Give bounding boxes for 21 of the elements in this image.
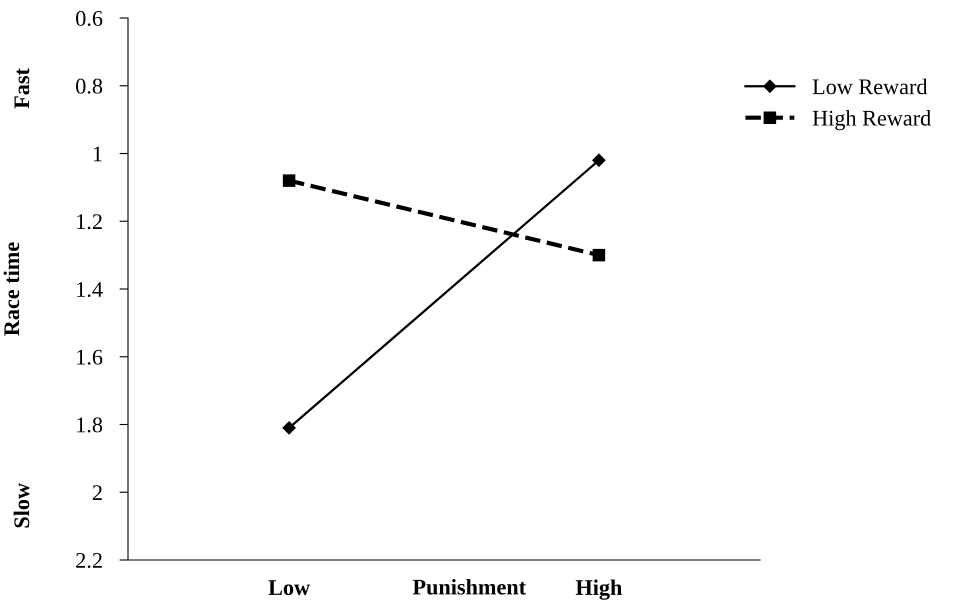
x-tick-label: Low — [268, 580, 310, 596]
point — [282, 421, 296, 434]
y-tick-label: 1.6 — [77, 350, 102, 365]
point — [592, 248, 606, 262]
y-tick-label: 0.8 — [76, 78, 102, 94]
y-tick-label: 2 — [92, 485, 102, 500]
point — [282, 174, 296, 187]
y-tick-label: 1 — [94, 146, 102, 162]
y-tick-label: 1.8 — [77, 417, 102, 433]
legend-label: Low Reward — [812, 78, 928, 94]
y-tick-label: 2.2 — [76, 552, 102, 568]
y-tick-label: 0.6 — [76, 10, 102, 26]
y-axis-title: Race time — [4, 242, 20, 336]
x-tick-label: High — [576, 579, 622, 600]
legend-label: High Reward — [812, 110, 931, 130]
text: Slow — [14, 483, 30, 528]
text: Fast — [14, 68, 30, 108]
y-tick-label: 1.2 — [77, 214, 102, 230]
point — [592, 154, 606, 167]
x-axis-title: Punishment — [412, 578, 526, 595]
y-tick-label: 1.4 — [77, 282, 103, 298]
